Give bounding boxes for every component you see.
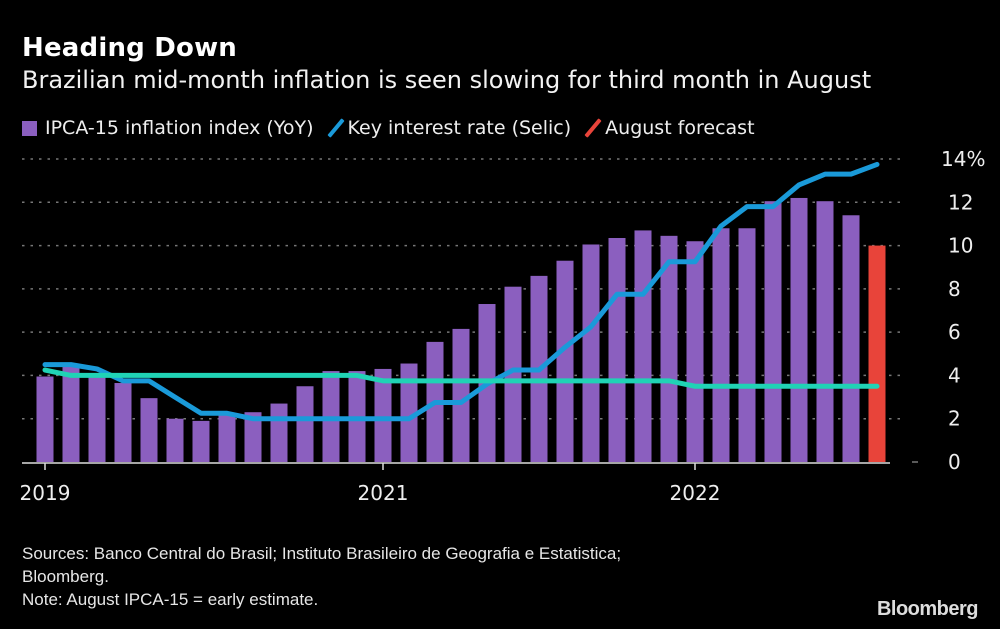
note-text: Note: August IPCA-15 = early estimate.: [22, 590, 319, 609]
bar-ipca: [790, 197, 808, 462]
bar-ipca: [296, 386, 314, 462]
y-tick-label: 14%: [941, 147, 985, 171]
sources-text-cont: Bloomberg.: [22, 567, 109, 586]
bar-ipca: [36, 376, 54, 462]
bar-ipca: [582, 244, 600, 462]
bar-ipca: [634, 230, 652, 462]
bar-ipca: [400, 363, 418, 462]
line-selic: [42, 161, 880, 422]
sources-text: Sources: Banco Central do Brasil; Instit…: [22, 544, 622, 563]
y-tick-label: 10: [948, 234, 973, 258]
y-tick-label: 0: [948, 450, 961, 474]
legend-swatch-ipca: [22, 120, 37, 136]
legend: IPCA-15 inflation index (YoY) Key intere…: [22, 117, 769, 139]
y-tick-label: 4: [948, 363, 961, 387]
bar-ipca: [244, 412, 262, 462]
legend-label-forecast: August forecast: [605, 117, 755, 139]
x-tick-label: 2022: [670, 481, 721, 505]
bar-ipca: [218, 415, 236, 462]
legend-label-ipca: IPCA-15 inflation index (YoY): [45, 117, 314, 139]
bar-ipca: [114, 383, 132, 462]
bar-ipca: [140, 398, 158, 462]
legend-item-ipca: IPCA-15 inflation index (YoY): [22, 117, 314, 139]
bar-ipca: [62, 366, 80, 462]
bar-ipca: [166, 418, 184, 462]
y-tick-label: 2: [948, 407, 961, 431]
legend-item-selic: Key interest rate (Selic): [326, 117, 572, 139]
x-tick-label: 2019: [20, 481, 71, 505]
bar-ipca: [192, 420, 210, 462]
bar-ipca: [504, 286, 522, 462]
bar-ipca: [556, 260, 574, 462]
bloomberg-logo: Bloomberg: [876, 598, 979, 620]
bar-ipca: [660, 235, 678, 462]
bar-ipca: [452, 328, 470, 462]
bar-forecast: [868, 245, 886, 462]
bar-ipca: [270, 403, 288, 462]
y-tick-label: 6: [948, 320, 961, 344]
bar-ipca: [738, 228, 756, 462]
legend-label-selic: Key interest rate (Selic): [347, 117, 572, 139]
y-tick-label: 8: [948, 277, 961, 301]
legend-item-forecast: August forecast: [584, 117, 755, 139]
bar-ipca: [712, 228, 730, 462]
chart-title: Heading Down: [22, 33, 238, 63]
bar-ipca: [816, 201, 834, 463]
chart-subtitle: Brazilian mid-month inflation is seen sl…: [22, 66, 872, 94]
bar-ipca: [88, 373, 106, 462]
line-target: [42, 367, 880, 389]
footer: Sources: Banco Central do Brasil; Instit…: [22, 542, 621, 611]
y-tick-label: 12: [948, 190, 973, 214]
bar-ipca: [842, 215, 860, 462]
x-tick-label: 2021: [358, 481, 409, 505]
bar-ipca: [374, 368, 392, 462]
bar-ipca: [608, 237, 626, 462]
bar-ipca: [686, 241, 704, 462]
bar-ipca: [764, 201, 782, 463]
